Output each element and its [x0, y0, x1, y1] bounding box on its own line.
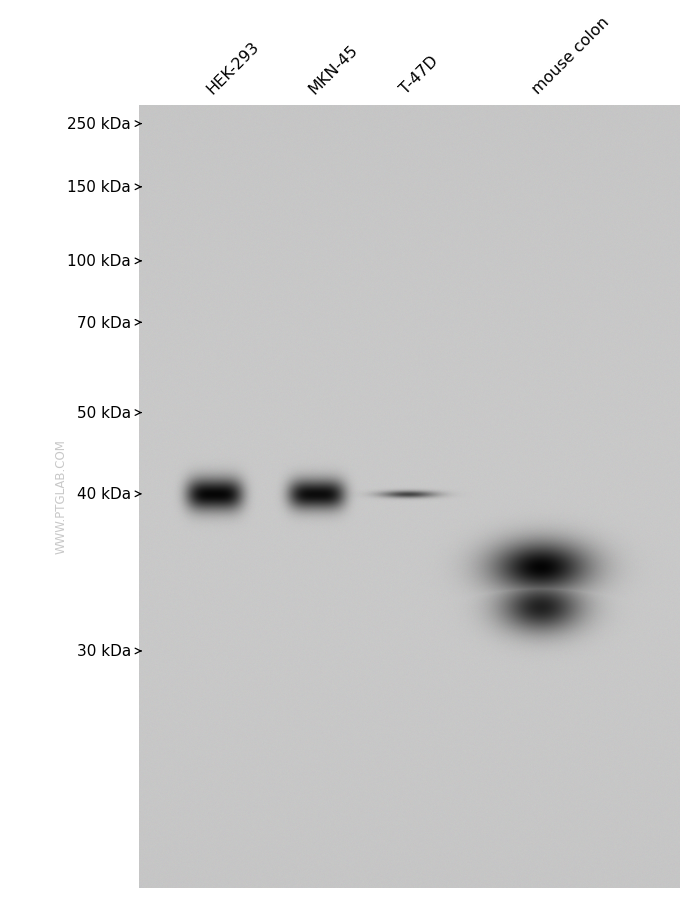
Text: MKN-45: MKN-45 — [305, 42, 360, 97]
Text: 100 kDa: 100 kDa — [67, 254, 131, 269]
Text: 30 kDa: 30 kDa — [77, 644, 131, 658]
Text: mouse colon: mouse colon — [530, 14, 613, 97]
Text: T-47D: T-47D — [397, 54, 441, 97]
Text: 50 kDa: 50 kDa — [77, 406, 131, 420]
Text: 150 kDa: 150 kDa — [67, 180, 131, 195]
Text: 250 kDa: 250 kDa — [67, 117, 131, 132]
Text: HEK-293: HEK-293 — [203, 40, 262, 97]
Text: 70 kDa: 70 kDa — [77, 316, 131, 330]
Text: WWW.PTGLAB.COM: WWW.PTGLAB.COM — [54, 438, 68, 554]
Text: 40 kDa: 40 kDa — [77, 487, 131, 502]
